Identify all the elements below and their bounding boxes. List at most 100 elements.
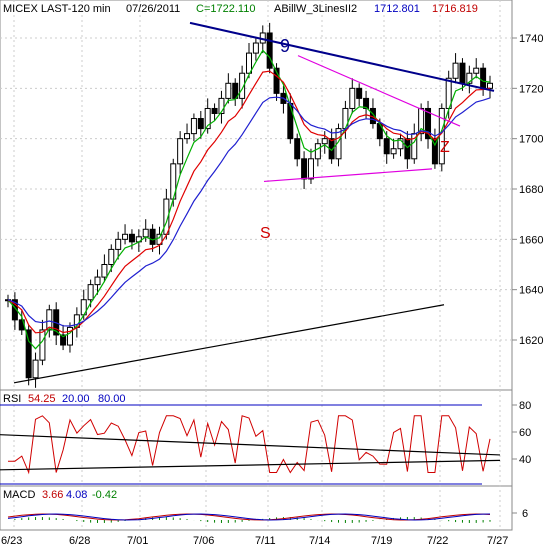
candle-body [39, 329, 46, 361]
trendline-2 [263, 168, 433, 183]
candle-body [321, 138, 328, 145]
candle-body [307, 158, 314, 180]
indicator-value-1: 1712.801 [374, 3, 420, 15]
price-tick-label: 1740 [519, 33, 543, 45]
candle-body [349, 87, 356, 109]
macd-value-1: 3.66 [42, 489, 63, 501]
rsi-trendline-lower [0, 459, 501, 471]
price-tick-label: 1660 [519, 234, 543, 246]
rsi-label: RSI [3, 393, 21, 405]
candle-body [356, 87, 363, 99]
candle-body [232, 82, 239, 99]
rsi-value: 54.25 [28, 393, 56, 405]
x-tick-label: 7/11 [255, 535, 276, 547]
macd-tick-label: 6 [522, 508, 528, 520]
candle-body [197, 118, 204, 130]
candle-body [246, 52, 252, 74]
candle-body [122, 233, 129, 240]
rsi-trendline-upper [0, 434, 501, 456]
indicator-value-2: 1716.819 [432, 3, 478, 15]
candle-body [266, 32, 273, 69]
candle-body [218, 97, 225, 115]
candle-body [149, 228, 156, 245]
candle-body [252, 42, 259, 54]
date-label: 07/26/2011 [126, 3, 180, 15]
trendline-0 [189, 21, 495, 92]
price-tick-label: 1680 [519, 184, 543, 196]
moving-averages [7, 49, 491, 350]
candle-body [142, 228, 149, 238]
candle-body [177, 138, 184, 165]
indicator-label: ABillW_3LinesII2 [274, 3, 357, 15]
candle-body [46, 309, 53, 331]
candle-body [452, 62, 459, 79]
candle-body [211, 107, 218, 115]
y-axis: 1620 1640 1660 1680 1700 1720 1740 40 60 80 6 [512, 33, 543, 520]
rsi-line [8, 415, 491, 475]
candle-body [66, 326, 73, 346]
price-tick-label: 1700 [519, 134, 543, 146]
candle-body [128, 233, 135, 243]
candle-body [301, 158, 308, 180]
candle-body [94, 276, 101, 286]
candle-body [32, 359, 39, 379]
candle-body [390, 148, 397, 155]
x-tick-label: 7/01 [127, 535, 148, 547]
price-tick-label: 1720 [519, 83, 543, 95]
x-tick-label: 7/06 [193, 535, 214, 547]
x-tick-label: 7/22 [427, 535, 448, 547]
symbol-label: MICEX LAST-120 min [3, 3, 111, 15]
rsi-tick-label: 60 [519, 427, 531, 439]
candles [5, 22, 493, 388]
candle-body [383, 138, 390, 155]
macd-value-3: -0.42 [92, 489, 117, 501]
rsi-tick-label: 80 [519, 400, 531, 412]
annotation-s: S [260, 225, 271, 242]
candle-body [459, 62, 466, 84]
candle-body [466, 72, 473, 84]
candle-body [294, 138, 301, 160]
candle-body [404, 138, 411, 160]
candle-body [101, 264, 108, 278]
macd-label: MACD [3, 489, 35, 501]
candle-body [418, 107, 425, 135]
x-tick-label: 7/19 [371, 535, 392, 547]
candle-body [108, 248, 115, 265]
macd-value-2: 4.08 [66, 489, 87, 501]
rsi-tick-label: 40 [519, 454, 531, 466]
candle-body [204, 107, 211, 130]
price-tick-label: 1620 [519, 335, 543, 347]
candle-body [431, 138, 438, 165]
candle-body [480, 67, 487, 89]
macd-signal-line [7, 513, 491, 521]
trendline-3 [13, 304, 445, 384]
candle-body [314, 143, 321, 160]
candle-body [184, 133, 191, 140]
candle-body [273, 67, 280, 94]
x-tick-label: 7/27 [487, 535, 508, 547]
rsi-series [0, 404, 501, 485]
macd-panel [0, 485, 513, 531]
candle-body [60, 334, 67, 346]
price-tick-label: 1640 [519, 285, 543, 297]
ma-line-1 [7, 70, 491, 334]
close-label: C=1722.110 [196, 3, 255, 15]
candle-body [25, 329, 32, 379]
x-tick-label: 6/23 [1, 535, 22, 547]
rsi-high-level: 80.00 [98, 393, 126, 405]
candle-body [487, 82, 493, 89]
trendline-1 [297, 55, 461, 127]
ma-line-2 [7, 96, 491, 327]
ma-line-0 [7, 49, 491, 350]
annotation-nine: 9 [280, 36, 290, 56]
candle-body [335, 128, 342, 160]
macd-series [7, 513, 491, 523]
candle-body [239, 72, 246, 99]
candle-body [115, 238, 122, 250]
candle-body [397, 138, 404, 150]
candle-body [473, 67, 480, 74]
candle-body [87, 284, 94, 301]
x-tick-label: 6/28 [69, 535, 90, 547]
candle-body [190, 118, 197, 135]
x-tick-label: 7/14 [309, 535, 330, 547]
